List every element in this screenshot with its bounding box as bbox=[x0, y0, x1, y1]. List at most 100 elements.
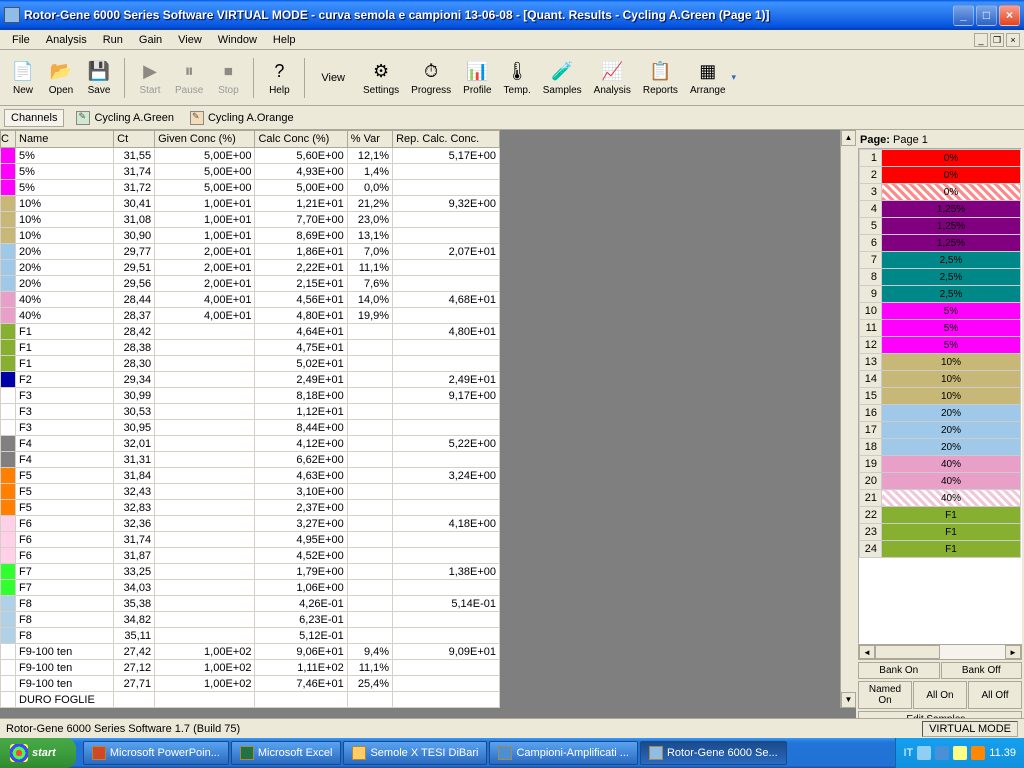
table-row[interactable]: F9-100 ten27,421,00E+029,06E+019,4%9,09E… bbox=[1, 644, 500, 660]
bank-off-button[interactable]: Bank Off bbox=[941, 662, 1023, 679]
legend-row[interactable]: 105% bbox=[860, 303, 1021, 320]
clock[interactable]: 11.39 bbox=[989, 747, 1016, 759]
bank-on-button[interactable]: Bank On bbox=[858, 662, 940, 679]
mdi-restore[interactable]: ❐ bbox=[990, 33, 1004, 47]
legend-row[interactable]: 20% bbox=[860, 167, 1021, 184]
legend-row[interactable]: 82,5% bbox=[860, 269, 1021, 286]
col-header[interactable]: Name bbox=[16, 131, 114, 148]
taskbar-item[interactable]: Microsoft Excel bbox=[231, 741, 342, 765]
col-header[interactable]: Calc Conc (%) bbox=[255, 131, 347, 148]
table-row[interactable]: F128,384,75E+01 bbox=[1, 340, 500, 356]
col-header[interactable]: % Var bbox=[347, 131, 392, 148]
table-row[interactable]: F531,844,63E+003,24E+00 bbox=[1, 468, 500, 484]
legend-row[interactable]: 72,5% bbox=[860, 252, 1021, 269]
progress-button[interactable]: ⏱Progress bbox=[405, 57, 457, 98]
table-row[interactable]: F733,251,79E+001,38E+00 bbox=[1, 564, 500, 580]
start-button[interactable]: start bbox=[0, 738, 76, 768]
channel-cycling-a-orange[interactable]: Cycling A.Orange bbox=[186, 109, 298, 127]
legend-row[interactable]: 1940% bbox=[860, 456, 1021, 473]
profile-button[interactable]: 📊Profile bbox=[457, 57, 497, 98]
maximize-button[interactable]: □ bbox=[976, 5, 997, 26]
analysis-button[interactable]: 📈Analysis bbox=[588, 57, 637, 98]
table-row[interactable]: 10%31,081,00E+017,70E+0023,0% bbox=[1, 212, 500, 228]
taskbar-item[interactable]: Rotor-Gene 6000 Se... bbox=[640, 741, 787, 765]
table-row[interactable]: F734,031,06E+00 bbox=[1, 580, 500, 596]
all-on-button[interactable]: All On bbox=[913, 681, 967, 709]
legend-row[interactable]: 2140% bbox=[860, 490, 1021, 507]
table-row[interactable]: F9-100 ten27,121,00E+021,11E+0211,1% bbox=[1, 660, 500, 676]
named-on-button[interactable]: Named On bbox=[858, 681, 912, 709]
legend-row[interactable]: 1510% bbox=[860, 388, 1021, 405]
help-button[interactable]: ?Help bbox=[260, 57, 298, 98]
table-row[interactable]: F330,531,12E+01 bbox=[1, 404, 500, 420]
channels-tab[interactable]: Channels bbox=[4, 109, 64, 127]
table-row[interactable]: 40%28,374,00E+014,80E+0119,9% bbox=[1, 308, 500, 324]
lang-indicator[interactable]: IT bbox=[904, 747, 914, 759]
table-row[interactable]: 10%30,901,00E+018,69E+0013,1% bbox=[1, 228, 500, 244]
mdi-minimize[interactable]: _ bbox=[974, 33, 988, 47]
menu-help[interactable]: Help bbox=[265, 32, 304, 48]
channel-cycling-a-green[interactable]: Cycling A.Green bbox=[72, 109, 177, 127]
legend-row[interactable]: 23F1 bbox=[860, 524, 1021, 541]
table-row[interactable]: F330,958,44E+00 bbox=[1, 420, 500, 436]
all-off-button[interactable]: All Off bbox=[968, 681, 1022, 709]
legend-row[interactable]: 2040% bbox=[860, 473, 1021, 490]
new-button[interactable]: 📄New bbox=[4, 57, 42, 98]
legend-row[interactable]: 92,5% bbox=[860, 286, 1021, 303]
tray-icon[interactable] bbox=[935, 746, 949, 760]
tray-icon[interactable] bbox=[953, 746, 967, 760]
table-row[interactable]: F532,433,10E+00 bbox=[1, 484, 500, 500]
table-row[interactable]: 5%31,555,00E+005,60E+0012,1%5,17E+00 bbox=[1, 148, 500, 164]
table-row[interactable]: F631,744,95E+00 bbox=[1, 532, 500, 548]
table-row[interactable]: 10%30,411,00E+011,21E+0121,2%9,32E+00 bbox=[1, 196, 500, 212]
close-button[interactable]: × bbox=[999, 5, 1020, 26]
table-row[interactable]: F330,998,18E+009,17E+00 bbox=[1, 388, 500, 404]
table-row[interactable]: 20%29,562,00E+012,15E+017,6% bbox=[1, 276, 500, 292]
legend-row[interactable]: 41,25% bbox=[860, 201, 1021, 218]
col-header[interactable]: Given Conc (%) bbox=[155, 131, 255, 148]
tray-icon[interactable] bbox=[917, 746, 931, 760]
table-row[interactable]: F128,424,64E+014,80E+01 bbox=[1, 324, 500, 340]
menu-file[interactable]: File bbox=[4, 32, 38, 48]
menu-gain[interactable]: Gain bbox=[131, 32, 170, 48]
table-row[interactable]: 5%31,745,00E+004,93E+001,4% bbox=[1, 164, 500, 180]
system-tray[interactable]: IT 11.39 bbox=[895, 738, 1024, 768]
mdi-close[interactable]: × bbox=[1006, 33, 1020, 47]
table-row[interactable]: F128,305,02E+01 bbox=[1, 356, 500, 372]
legend-scrollbar[interactable]: ◄► bbox=[858, 644, 1022, 660]
legend-row[interactable]: 10% bbox=[860, 150, 1021, 167]
table-row[interactable]: F432,014,12E+005,22E+00 bbox=[1, 436, 500, 452]
open-button[interactable]: 📂Open bbox=[42, 57, 80, 98]
table-row[interactable]: DURO FOGLIE bbox=[1, 692, 500, 708]
menu-run[interactable]: Run bbox=[95, 32, 131, 48]
legend-row[interactable]: 1410% bbox=[860, 371, 1021, 388]
legend-row[interactable]: 1310% bbox=[860, 354, 1021, 371]
legend-row[interactable]: 61,25% bbox=[860, 235, 1021, 252]
temp-button[interactable]: 🌡Temp. bbox=[498, 57, 537, 98]
table-row[interactable]: 40%28,444,00E+014,56E+0114,0%4,68E+01 bbox=[1, 292, 500, 308]
table-row[interactable]: F431,316,62E+00 bbox=[1, 452, 500, 468]
taskbar-item[interactable]: Microsoft PowerPoin... bbox=[83, 741, 229, 765]
samples-button[interactable]: 🧪Samples bbox=[537, 57, 588, 98]
menu-analysis[interactable]: Analysis bbox=[38, 32, 95, 48]
table-row[interactable]: F835,384,26E-015,14E-01 bbox=[1, 596, 500, 612]
legend-row[interactable]: 24F1 bbox=[860, 541, 1021, 558]
tray-icon[interactable] bbox=[971, 746, 985, 760]
table-row[interactable]: F835,115,12E-01 bbox=[1, 628, 500, 644]
menu-window[interactable]: Window bbox=[210, 32, 265, 48]
vertical-scrollbar[interactable]: ▲ ▼ bbox=[840, 130, 856, 708]
legend-row[interactable]: 51,25% bbox=[860, 218, 1021, 235]
table-row[interactable]: F834,826,23E-01 bbox=[1, 612, 500, 628]
taskbar-item[interactable]: Semole X TESI DiBari bbox=[343, 741, 487, 765]
reports-button[interactable]: 📋Reports bbox=[637, 57, 684, 98]
table-row[interactable]: F631,874,52E+00 bbox=[1, 548, 500, 564]
save-button[interactable]: 💾Save bbox=[80, 57, 118, 98]
legend-row[interactable]: 22F1 bbox=[860, 507, 1021, 524]
legend-row[interactable]: 1720% bbox=[860, 422, 1021, 439]
legend-row[interactable]: 1620% bbox=[860, 405, 1021, 422]
col-header[interactable]: Rep. Calc. Conc. bbox=[393, 131, 500, 148]
minimize-button[interactable]: _ bbox=[953, 5, 974, 26]
legend-row[interactable]: 115% bbox=[860, 320, 1021, 337]
legend-row[interactable]: 125% bbox=[860, 337, 1021, 354]
table-row[interactable]: F9-100 ten27,711,00E+027,46E+0125,4% bbox=[1, 676, 500, 692]
